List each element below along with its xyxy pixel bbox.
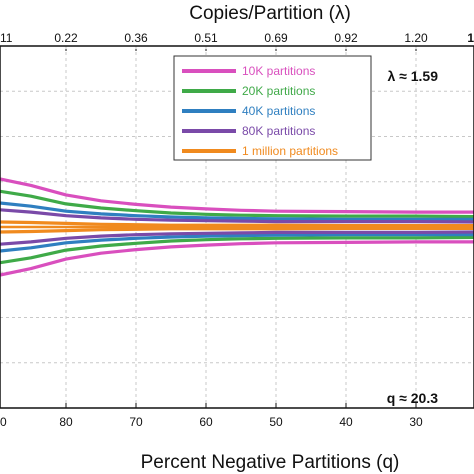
series-line-upper — [0, 177, 474, 214]
top-tick-label: 1 — [467, 31, 474, 45]
legend-label: 80K partitions — [242, 124, 315, 138]
top-tick-label: 0.69 — [264, 31, 288, 45]
top-tick-label: 11 — [0, 31, 13, 45]
series-line-lower — [0, 226, 474, 234]
bottom-tick-label: 0 — [0, 415, 7, 429]
plot-frame — [0, 45, 474, 409]
top-tick-label: 0.22 — [54, 31, 78, 45]
top-axis-title: Copies/Partition (λ) — [189, 3, 351, 24]
legend-label: 40K partitions — [242, 104, 315, 118]
series-line-lower — [0, 240, 474, 277]
top-tick-label: 0.92 — [334, 31, 358, 45]
bottom-tick-label: 50 — [269, 415, 283, 429]
legend-label: 1 million partitions — [242, 144, 338, 158]
bottom-tick-label: 80 — [59, 415, 73, 429]
bottom-tick-label: 30 — [409, 415, 423, 429]
series-lines — [0, 177, 474, 277]
legend-label: 10K partitions — [242, 64, 315, 78]
series-line-lower — [0, 235, 474, 265]
bottom-tick-label: 40 — [339, 415, 353, 429]
bottom-tick-label: 60 — [199, 415, 213, 429]
series-line-upper — [0, 201, 474, 221]
lambda-annotation: λ ≈ 1.59 — [388, 68, 439, 84]
top-tick-label: 0.51 — [194, 31, 218, 45]
series-line-lower — [0, 230, 474, 246]
legend: 10K partitions 20K partitions 40K partitio… — [173, 55, 372, 161]
bottom-axis-ticks: 0 80 70 60 50 40 30 — [0, 403, 423, 429]
series-line-upper — [0, 220, 474, 228]
legend-label: 20K partitions — [242, 84, 315, 98]
top-tick-label: 1.20 — [404, 31, 428, 45]
series-line-upper — [0, 189, 474, 219]
bottom-axis-title: Percent Negative Partitions (q) — [141, 452, 400, 473]
bottom-tick-label: 70 — [129, 415, 143, 429]
top-tick-label: 0.36 — [124, 31, 148, 45]
series-line-lower — [0, 233, 474, 253]
top-axis-ticks: 11 0.22 0.36 0.51 0.69 0.92 1.20 1 — [0, 31, 474, 51]
q-annotation: q ≈ 20.3 — [387, 390, 438, 406]
legend-box — [173, 55, 372, 161]
series-line-upper — [0, 208, 474, 224]
